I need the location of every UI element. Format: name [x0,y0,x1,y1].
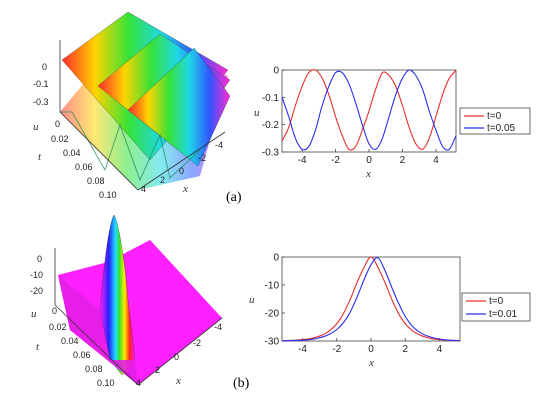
plot-a-ytick-1: -0.1 [262,93,280,104]
surface-b-ttick-4: 0.08 [85,364,103,374]
plot-a-ytick-0: 0 [273,66,279,77]
plot-a-xtick-1: -2 [331,155,340,166]
surface-a-xtick-0: -4 [215,140,223,150]
plot-b-legend: t=0 t=0.01 [461,292,531,322]
surface-a-ttick-5: 0.10 [99,190,117,200]
plot-b-ytick-1: -10 [265,281,280,292]
surface-a-xlabel: x [182,183,188,195]
surface-b-ztick-0: 0 [37,254,42,264]
surface-b-ztick-1: -10 [30,270,43,280]
surface-a-ttick-2: 0.04 [63,148,81,158]
surface-b-axes: 0 -10 -20 u 0 0.02 0.04 0.06 0.08 0.10 t… [30,248,223,388]
plot-b-legend-0: t=0 [489,296,504,307]
surface-b-ttick-1: 0.02 [49,322,67,332]
surface-b-xtick-2: 0 [174,352,179,362]
plot-a-ytick-2: -0.2 [262,120,280,131]
surface-a-ztick-2: -0.3 [33,97,49,107]
plot-b-xtick-2: 0 [368,344,374,355]
surface-a-axes: 0 -0.1 -0.3 u 0 0.02 0.04 0.06 0.08 0.10… [33,40,226,200]
surface-a-xtick-3: 2 [160,175,165,185]
surface-b-zlabel: u [31,308,37,320]
caption-a: (a) [226,190,242,205]
plot-a-xtick-0: -4 [298,155,307,166]
surface-b-xtick-1: -2 [193,338,201,348]
caption-b: (b) [233,376,250,391]
surface-a-xtick-4: 4 [141,184,146,194]
plot-b-ytick-0: 0 [273,253,279,264]
plot-b-xtick-1: -2 [332,344,341,355]
plot-a-legend: t=0 t=0.05 [459,107,531,135]
plot-a-xtick-2: 0 [366,155,372,166]
plot-b-xtick-0: -4 [298,344,307,355]
surface-b-ridge [99,214,136,376]
surface-a-tlabel: t [38,151,42,163]
surface-a-ttick-3: 0.06 [75,162,93,172]
plot-b-legend-1: t=0.01 [489,309,518,320]
plot-a-legend-1: t=0.05 [487,123,516,134]
surface-a-xtick-2: 0 [179,166,184,176]
surface-plot-a [60,11,231,190]
plot-b-ytick-3: -30 [265,337,280,348]
surface-a-ttick-0: 0 [55,119,60,129]
surface-a-ztick-1: -0.1 [33,79,49,89]
line-plot-a: -4 -2 0 2 4 0 -0.1 -0.2 -0.3 [262,66,457,166]
plot-a-xtick-4: 4 [433,155,439,166]
plot-a-legend-0: t=0 [487,111,502,122]
surface-a-ttick-4: 0.08 [87,176,105,186]
surface-a-xtick-1: -2 [198,153,206,163]
plot-a-series-1 [281,69,457,151]
surface-b-xtick-4: 4 [136,378,141,388]
surface-b-ttick-0: 0 [52,306,57,316]
line-plot-b: -4 -2 0 2 40-10-20-30 [265,253,461,355]
surface-a-zlabel: u [33,121,39,133]
plot-b-xlabel: x [368,357,374,369]
plot-a-ylabel: u [254,107,260,119]
surface-b-ttick-5: 0.10 [97,378,115,388]
plot-a-xtick-3: 2 [400,155,406,166]
surface-plot-b [58,214,222,385]
plot-b-ytick-2: -20 [265,309,280,320]
surface-b-ttick-2: 0.04 [61,336,79,346]
plot-a-ytick-3: -0.3 [262,148,280,159]
plot-b-series-1 [281,256,461,342]
plot-b-xtick-4: 4 [437,344,443,355]
plot-a-xlabel: x [365,168,371,180]
surface-a-ztick-0: 0 [42,62,47,72]
surface-a-ttick-1: 0.02 [51,134,69,144]
plot-b-frame [281,256,461,342]
surface-a-ridge-2 [127,47,231,167]
surface-b-xtick-3: 2 [155,365,160,375]
plot-b-series-0 [281,256,461,342]
plot-b-ylabel: u [249,294,255,306]
surface-b-xtick-0: -4 [214,322,222,332]
plot-b-xtick-3: 2 [402,344,408,355]
surface-b-front [58,275,138,385]
surface-b-ztick-2: -20 [30,286,43,296]
surface-b-ttick-3: 0.06 [73,350,91,360]
plot-a-series-0 [281,69,457,151]
surface-b-xlabel: x [175,375,181,387]
surface-a-front-edge [60,111,201,182]
surface-b-tlabel: t [36,341,40,353]
